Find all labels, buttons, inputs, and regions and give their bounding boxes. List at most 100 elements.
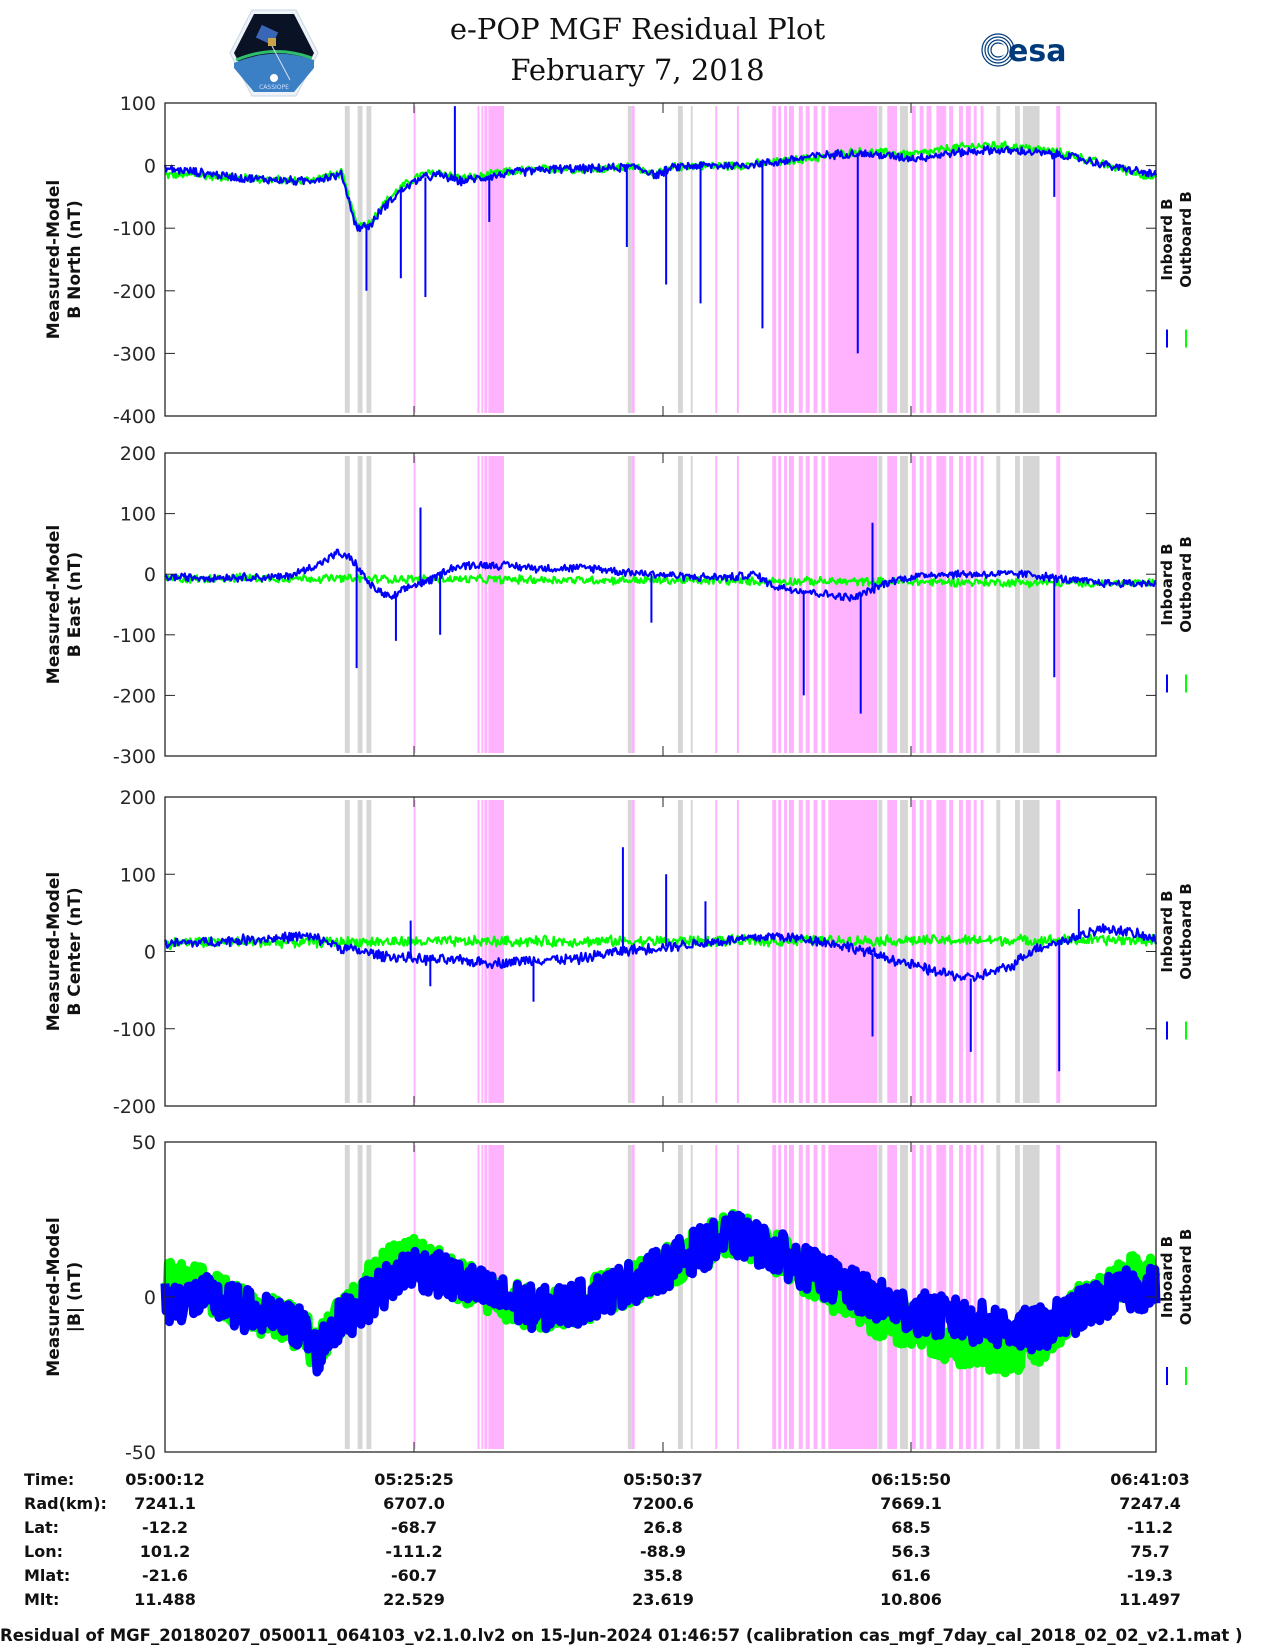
pink-band (477, 106, 480, 413)
pink-band (965, 106, 971, 413)
pink-band (813, 456, 818, 753)
info-value: 05:50:37 (623, 1470, 703, 1489)
pink-band (958, 800, 963, 1103)
y-tick-label: 100 (120, 93, 156, 115)
y-axis-label: Measured-Model (44, 180, 64, 339)
legend: Inboard B Outboard B (1158, 536, 1195, 693)
info-value: 06:15:50 (871, 1470, 951, 1489)
pink-band (481, 800, 484, 1103)
pink-band (481, 456, 484, 753)
info-row-label: Time: (24, 1470, 75, 1489)
gray-band (627, 106, 632, 413)
y-tick-label: -100 (113, 1019, 156, 1041)
cassiope-logo-icon: CASSIOPE (229, 9, 319, 97)
pink-band (413, 800, 416, 1103)
info-value: 05:00:12 (125, 1470, 205, 1489)
pink-band (949, 1145, 954, 1449)
y-tick-label: 50 (132, 1132, 156, 1154)
legend-inboard-label: Inboard B (1158, 1236, 1176, 1318)
info-value: 75.7 (1130, 1542, 1170, 1561)
gray-band (900, 800, 908, 1103)
gray-band (344, 800, 350, 1103)
pink-band (973, 456, 977, 753)
pink-band (973, 1145, 977, 1449)
legend: Inboard B Outboard B (1158, 1229, 1195, 1385)
pink-band (958, 1145, 963, 1449)
pink-band (926, 800, 932, 1103)
y-tick-label: -400 (113, 406, 156, 428)
gray-band (690, 106, 693, 413)
panel-3: 200 100 0 -100 -200 Measured-Model B Center (n… (44, 787, 1195, 1118)
footer-caption: Residual of MGF_20180207_050011_064103_v… (0, 1626, 1243, 1645)
pink-band (973, 800, 977, 1103)
pink-band (631, 106, 635, 413)
gray-band (357, 106, 363, 413)
info-value: 6707.0 (383, 1494, 445, 1513)
info-value: 7669.1 (880, 1494, 942, 1513)
pink-band (488, 106, 505, 413)
pink-band (911, 1145, 916, 1449)
y-tick-label: -100 (113, 625, 156, 647)
info-value: 7241.1 (134, 1494, 196, 1513)
pink-band (911, 800, 916, 1103)
info-value: -12.2 (141, 1518, 189, 1537)
pink-band (631, 456, 635, 753)
y-tick-label: 100 (120, 504, 156, 526)
pink-band (805, 106, 810, 413)
info-value: -88.9 (639, 1542, 687, 1561)
info-value: 22.529 (383, 1590, 445, 1609)
info-row: Lon: 101.2 -111.2 -88.9 56.3 75.7 (0, 1542, 1275, 1566)
info-value: 7247.4 (1119, 1494, 1181, 1513)
info-value: -21.6 (141, 1566, 189, 1585)
pink-band (488, 456, 505, 753)
pink-band (798, 106, 803, 413)
pink-band (736, 800, 739, 1103)
gray-band (677, 456, 683, 753)
pink-band (715, 1145, 718, 1449)
pink-band (965, 456, 971, 753)
info-value: -60.7 (390, 1566, 438, 1585)
gray-band (677, 106, 683, 413)
pink-band (965, 800, 971, 1103)
gray-band (366, 106, 372, 413)
legend-inboard-label: Inboard B (1158, 890, 1176, 972)
gray-band (1022, 1145, 1040, 1449)
gray-band (344, 456, 350, 753)
pink-band (778, 1145, 782, 1449)
pink-band (484, 456, 488, 753)
gray-band (996, 800, 1001, 1103)
info-value: 101.2 (139, 1542, 191, 1561)
y-tick-label: -50 (125, 1442, 156, 1464)
cassiope-logo-text: CASSIOPE (259, 84, 289, 91)
gray-band (366, 800, 372, 1103)
pink-band (958, 456, 963, 753)
info-value: 26.8 (643, 1518, 683, 1537)
pink-band (484, 800, 488, 1103)
pink-band (477, 456, 480, 753)
pink-band (715, 456, 718, 753)
legend-outboard-label: Outboard B (1177, 1229, 1195, 1326)
pink-band (788, 800, 794, 1103)
y-tick-label: -200 (113, 685, 156, 707)
outboard-series-line (163, 572, 1157, 589)
pink-band (821, 800, 826, 1103)
pink-band (772, 456, 777, 753)
pink-band (484, 106, 488, 413)
pink-band (980, 1145, 984, 1449)
y-tick-label: 0 (144, 1287, 156, 1309)
gray-band (1022, 800, 1040, 1103)
info-row: Time: 05:00:12 05:25:25 05:50:37 06:15:50 06:… (0, 1470, 1275, 1494)
esa-logo-text: esa (1008, 34, 1066, 69)
info-value: -19.3 (1126, 1566, 1174, 1585)
y-axis-label: Measured-Model (44, 1217, 64, 1376)
pink-band (778, 106, 782, 413)
info-value: 11.497 (1119, 1590, 1181, 1609)
legend-outboard-label: Outboard B (1177, 191, 1195, 288)
info-row: Rad(km): 7241.1 6707.0 7200.6 7669.1 7247.4 (0, 1494, 1275, 1518)
pink-band (926, 106, 932, 413)
info-row: Mlt: 11.488 22.529 23.619 10.806 11.497 (0, 1590, 1275, 1614)
info-value: 05:25:25 (374, 1470, 454, 1489)
gray-band (1014, 800, 1020, 1103)
pink-band (1056, 106, 1061, 413)
gray-band (627, 456, 632, 753)
